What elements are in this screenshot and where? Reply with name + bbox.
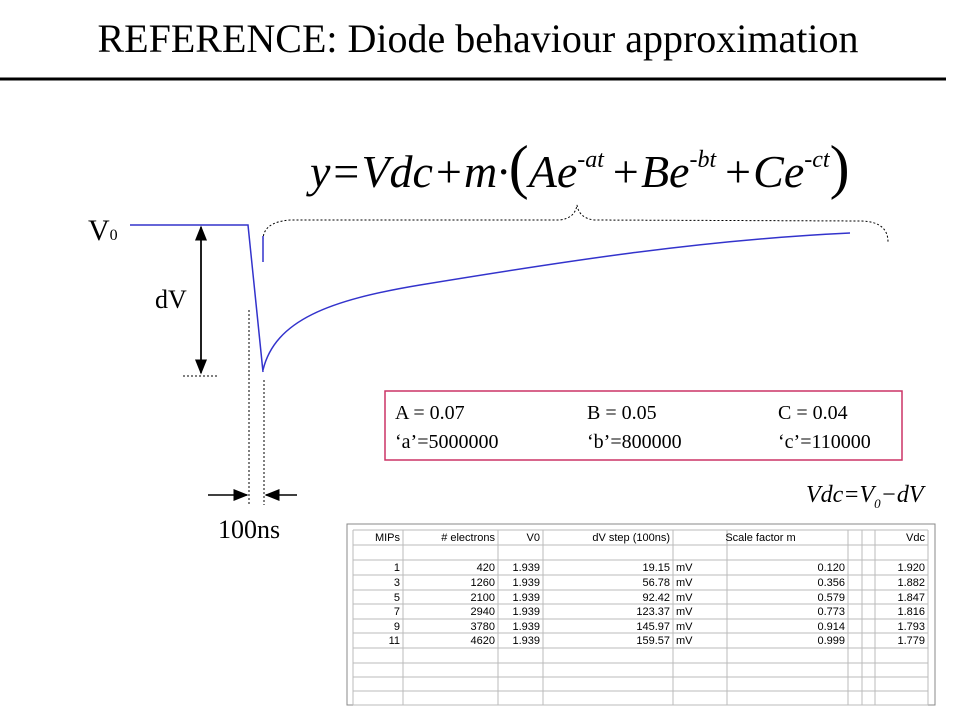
vdc-formula: Vdc=V0−dV [806,482,926,511]
table-cell: 56.78 [642,577,670,589]
table-cell: 1.939 [512,606,540,618]
table-cell: 145.97 [636,621,670,633]
parameter: ‘a’=5000000 [395,431,498,453]
table-cell: 123.37 [636,606,670,618]
table-cell: 0.356 [817,577,845,589]
v0-label: V0 [88,214,118,247]
table-cell: 1 [394,562,400,574]
table-cell: 1.779 [897,635,925,647]
table-cell: 2100 [471,592,495,604]
table-cell: 4620 [471,635,495,647]
parameter-box [384,390,903,461]
parameter: C = 0.04 [778,402,848,424]
table-header: Scale factor m [725,532,795,544]
table-cell: 3780 [471,621,495,633]
table-cell: 0.120 [817,562,845,574]
table-cell: 5 [394,592,400,604]
table-cell: 420 [477,562,495,574]
table-cell: mV [676,606,693,618]
table-cell: mV [676,592,693,604]
table-frame [346,523,936,706]
table-cell: 1.847 [897,592,925,604]
table-cell: 9 [394,621,400,633]
table-cell: mV [676,577,693,589]
table-cell: 2940 [471,606,495,618]
table-cell: 7 [394,606,400,618]
table-header: Vdc [906,532,925,544]
table-cell: 1.939 [512,635,540,647]
table-cell: 0.999 [817,635,845,647]
table-header: # electrons [441,532,495,544]
table-header: MIPs [375,532,401,544]
parameter: ‘b’=800000 [587,431,682,453]
time-label: 100ns [218,515,280,544]
table-cell: 1.939 [512,592,540,604]
table-cell: mV [676,562,693,574]
table-header: dV step (100ns) [592,532,670,544]
table-cell: 3 [394,577,400,589]
table-cell: 1.920 [897,562,925,574]
table-cell: 0.579 [817,592,845,604]
table-cell: mV [676,621,693,633]
parameter: B = 0.05 [587,402,657,424]
parameter: ‘c’=110000 [778,431,871,453]
table-cell: 1.939 [512,577,540,589]
dv-label: dV [155,285,187,314]
table-cell: 1.939 [512,621,540,633]
table-cell: mV [676,635,693,647]
table-cell: 92.42 [642,592,670,604]
waveform-edge [130,224,264,373]
table-cell: 159.57 [636,635,670,647]
table-cell: 19.15 [642,562,670,574]
equation: y=Vdc+m·(Ae-at +Be-bt +Ce-ct) [306,134,850,200]
table-cell: 11 [389,635,400,647]
table-cell: 0.773 [817,606,845,618]
table-cell: 1.882 [897,577,925,589]
table-cell: 1.939 [512,562,540,574]
table-cell: 1.816 [897,606,925,618]
table-cell: 0.914 [817,621,845,633]
table-cell: 1260 [471,577,495,589]
table-cell: 1.793 [897,621,925,633]
brace [262,204,889,243]
recovery-curve [262,232,851,371]
title: REFERENCE: Diode behaviour approximation [98,16,859,61]
parameter: A = 0.07 [395,402,465,424]
table-header: V0 [527,532,540,544]
